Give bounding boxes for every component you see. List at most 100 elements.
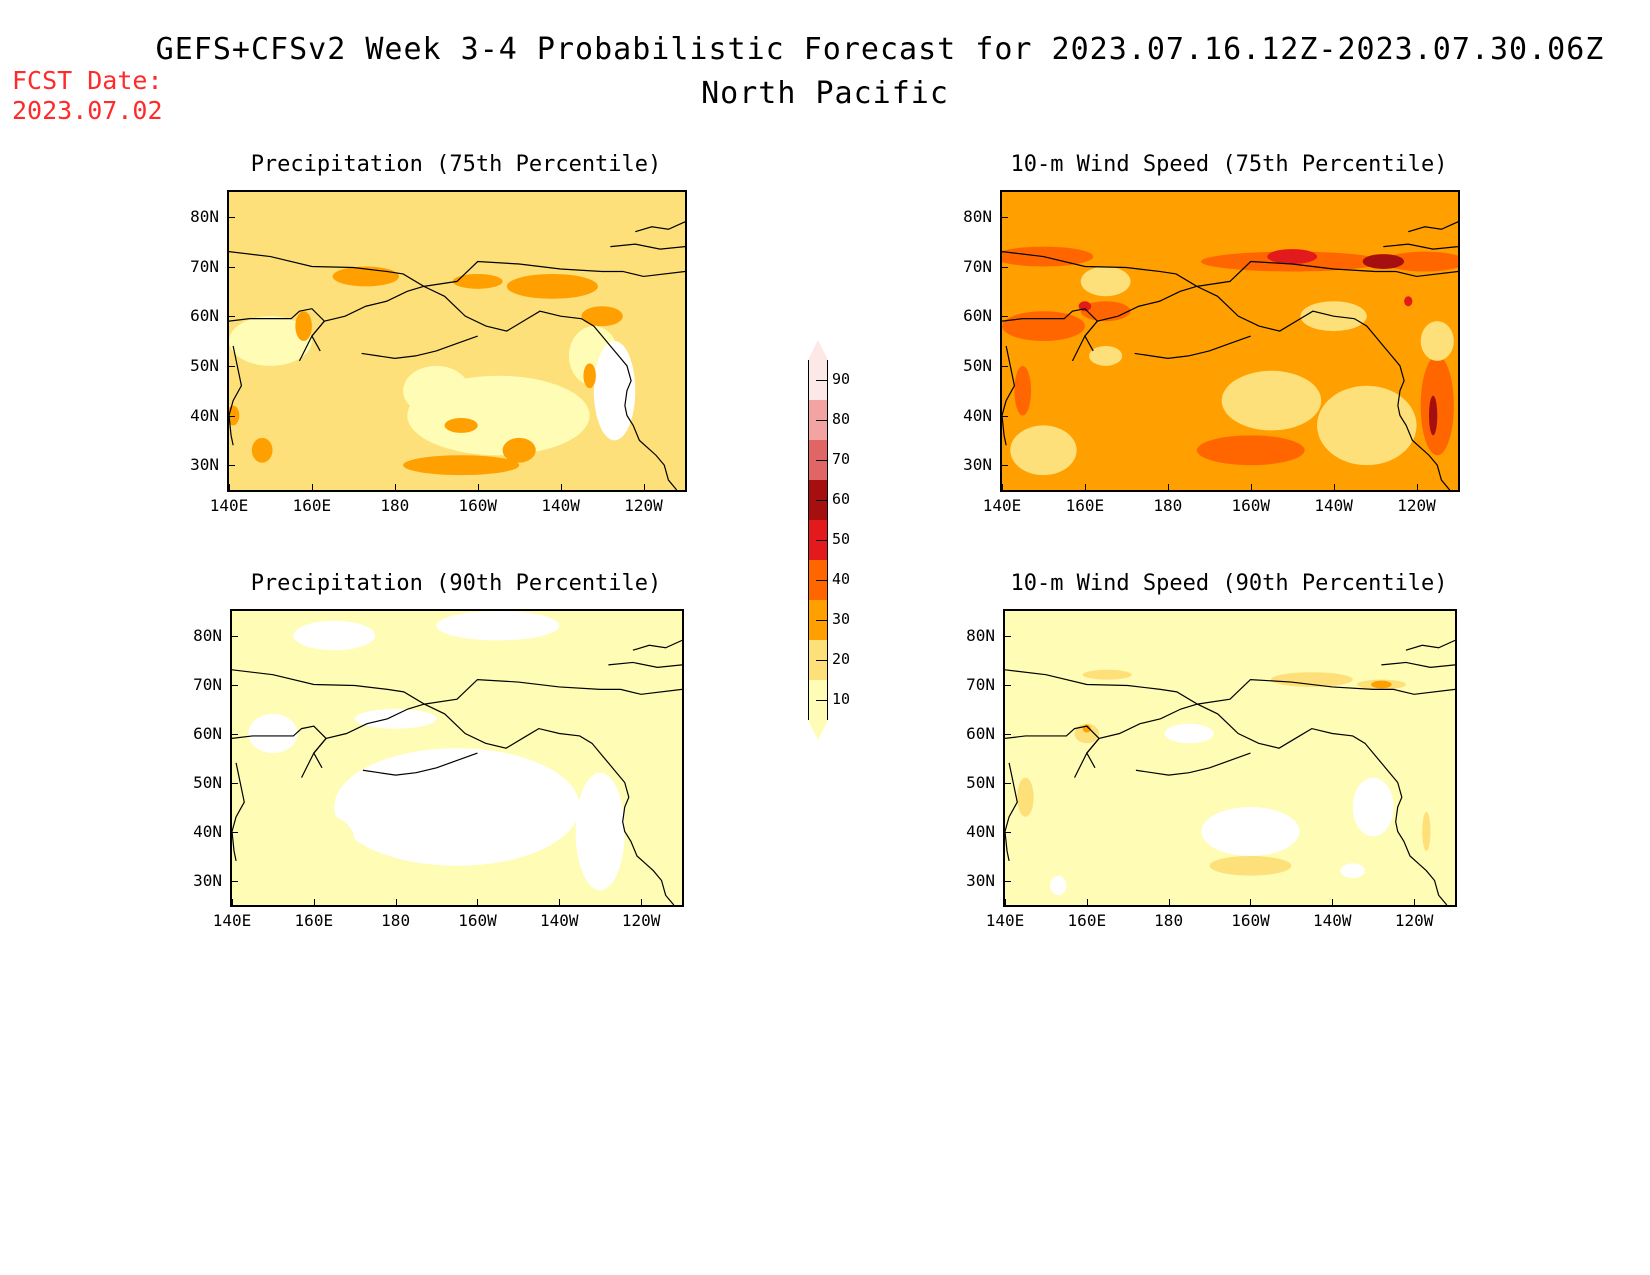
probability-region (1078, 301, 1092, 312)
lon-tick (1332, 899, 1334, 905)
lon-tick-label: 160E (294, 911, 334, 930)
coastline (1381, 661, 1455, 668)
lat-tick-label: 50N (193, 772, 222, 792)
lat-tick-label: 50N (963, 355, 992, 375)
coastline (632, 639, 682, 651)
coastline (1408, 221, 1458, 233)
coastline (424, 703, 675, 905)
lon-tick (477, 484, 479, 490)
colorbar-tick (816, 580, 828, 581)
colorbar-tick (816, 660, 828, 661)
map-canvas (1005, 611, 1455, 905)
coastline (1005, 725, 1100, 778)
lon-tick-label: 180 (380, 496, 410, 515)
probability-region (1017, 777, 1034, 817)
lat-tick (1005, 880, 1011, 882)
lat-tick-label: 50N (966, 772, 995, 792)
lon-tick (1005, 899, 1006, 905)
probability-region (1209, 856, 1292, 876)
lon-tick (1002, 484, 1003, 490)
probability-region (452, 273, 503, 289)
lon-tick (229, 484, 230, 490)
probability-region (581, 306, 623, 327)
colorbar-tick (816, 700, 828, 701)
lat-tick (1005, 684, 1011, 686)
lat-tick-label: 30N (193, 870, 222, 890)
probability-region (354, 709, 437, 729)
coastline (229, 345, 243, 446)
probability-region (1422, 811, 1431, 852)
coastline (1005, 762, 1018, 862)
probability-region (403, 870, 470, 891)
probability-region (334, 748, 580, 866)
lon-tick-label: 160E (1067, 911, 1107, 930)
colorbar-label: 80 (832, 410, 851, 428)
coastline (608, 661, 682, 668)
probability-region (575, 772, 625, 891)
lon-tick (1416, 484, 1418, 490)
lon-tick (1086, 899, 1088, 905)
lat-tick (1002, 465, 1008, 467)
lat-tick (229, 365, 235, 367)
coastline (1134, 335, 1251, 359)
panel-title-wind-75: 10-m Wind Speed (75th Percentile) (1010, 152, 1448, 177)
lat-tick-label: 70N (963, 256, 992, 276)
lon-tick (643, 484, 645, 490)
lon-tick-label: 180 (381, 911, 411, 930)
coastline (1197, 678, 1455, 705)
probability-region (1420, 321, 1454, 361)
coastline (1383, 243, 1458, 250)
lat-tick-label: 80N (966, 625, 995, 645)
lat-tick (232, 831, 238, 833)
probability-region (1002, 311, 1085, 341)
lon-tick (395, 899, 397, 905)
colorbar-label: 20 (832, 650, 851, 668)
lon-tick (1333, 484, 1335, 490)
lat-tick (232, 635, 238, 637)
probability-region (1164, 723, 1214, 744)
lon-tick (559, 899, 561, 905)
coastline (1002, 345, 1016, 446)
probability-region (1089, 345, 1123, 366)
main-title: GEFS+CFSv2 Week 3-4 Probabilistic Foreca… (155, 32, 1605, 67)
lon-tick-label: 160W (1231, 496, 1270, 515)
lat-tick (229, 266, 235, 268)
probability-region (1383, 251, 1458, 272)
coastline (362, 752, 478, 776)
lon-tick-label: 140E (212, 911, 252, 930)
colorbar-tick (816, 380, 828, 381)
panel-title-precip-75: Precipitation (75th Percentile) (250, 152, 662, 177)
probability-region (229, 316, 312, 366)
probability-region (444, 417, 478, 433)
coastline (229, 308, 326, 362)
colorbar-tick (816, 460, 828, 461)
coastline (1002, 308, 1099, 362)
lat-tick (1005, 635, 1011, 637)
probability-region (1010, 425, 1077, 476)
lat-tick (232, 733, 238, 735)
lon-tick (232, 899, 233, 905)
map-canvas (1002, 192, 1458, 490)
probability-region (436, 611, 560, 641)
probability-region (1352, 777, 1394, 837)
coastline (361, 335, 478, 359)
lat-tick-label: 60N (190, 306, 219, 326)
coastline (232, 669, 426, 769)
lat-tick-label: 60N (193, 723, 222, 743)
lat-tick (1005, 782, 1011, 784)
lon-tick-label: 160W (458, 496, 497, 515)
probability-region (1221, 370, 1322, 431)
lat-tick-label: 40N (193, 821, 222, 841)
lon-tick-label: 120W (621, 911, 661, 930)
probability-region (229, 405, 240, 426)
probability-region (248, 713, 298, 754)
colorbar-label: 90 (832, 370, 851, 388)
coastline (229, 251, 426, 352)
probability-region (506, 273, 598, 299)
region-subtitle: North Pacific (701, 76, 949, 111)
probability-region (1201, 807, 1300, 856)
coastline (1197, 703, 1448, 905)
coastline (1005, 669, 1199, 769)
lon-tick (1084, 484, 1086, 490)
probability-region (1371, 680, 1392, 689)
